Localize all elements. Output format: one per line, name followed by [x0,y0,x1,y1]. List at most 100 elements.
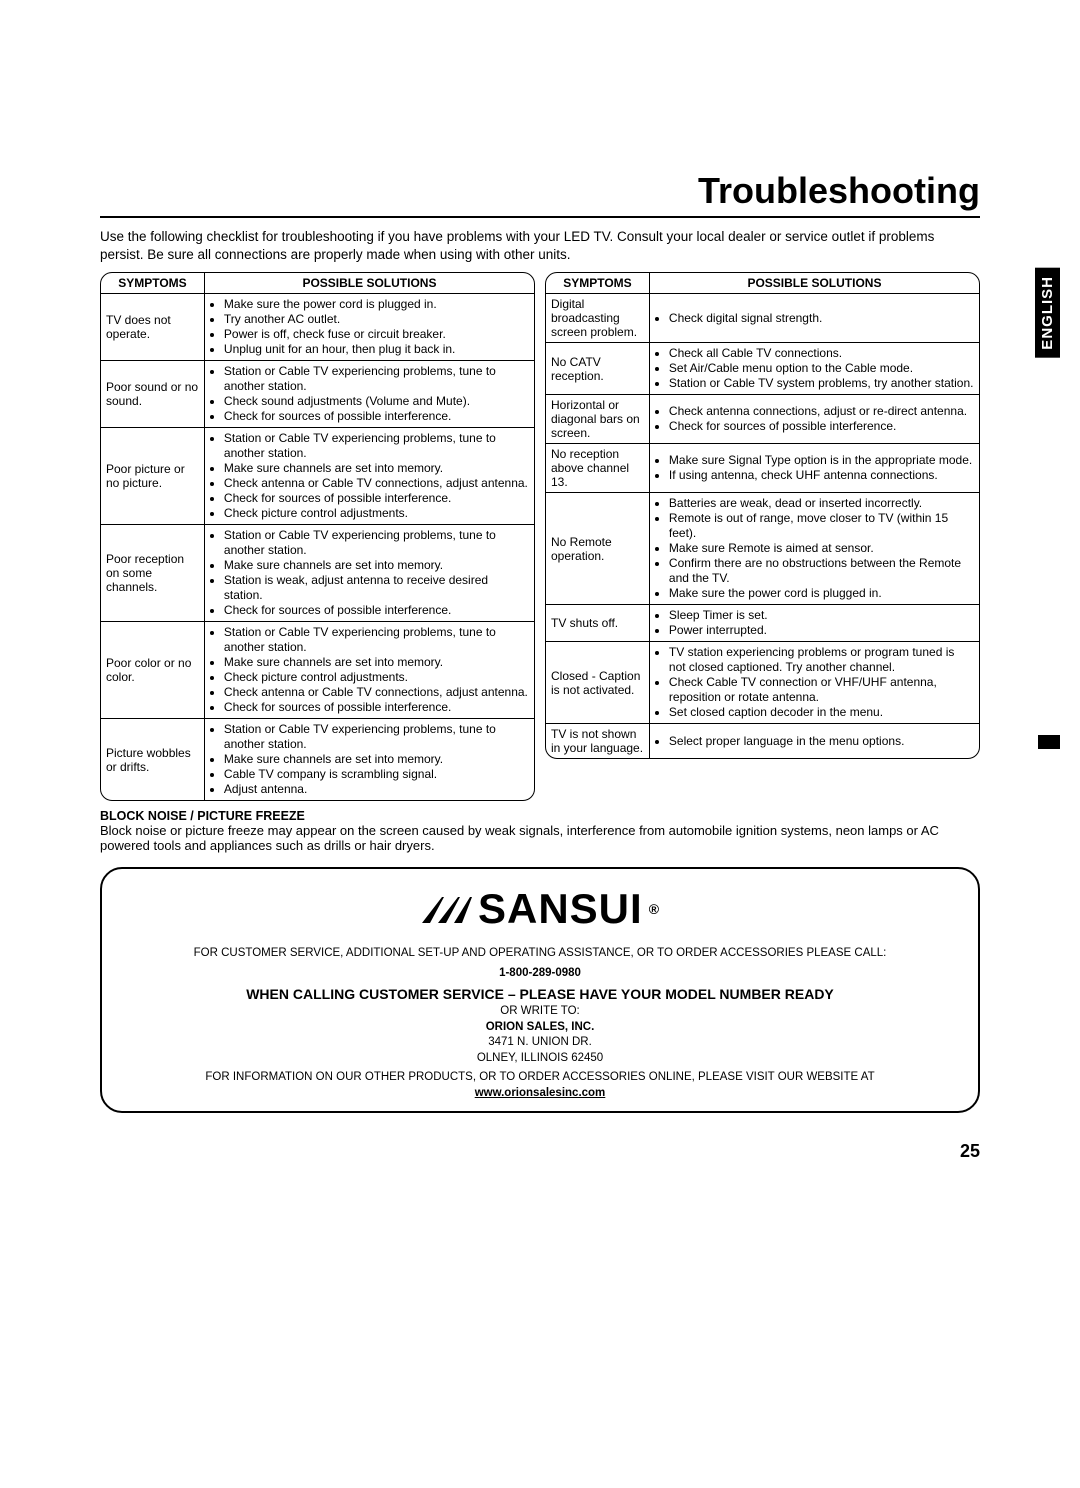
solution-item: Check for sources of possible interferen… [224,700,529,715]
symptom-cell: No reception above channel 13. [546,444,650,493]
solution-item: Make sure Remote is aimed at sensor. [669,541,974,556]
solution-item: Check for sources of possible interferen… [224,603,529,618]
solution-item: TV station experiencing problems or prog… [669,645,974,675]
solutions-cell: Station or Cable TV experiencing problem… [205,428,534,525]
solution-item: Unplug unit for an hour, then plug it ba… [224,342,529,357]
table-row: Horizontal or diagonal bars on screen. Ch… [546,395,979,444]
title-rule [100,216,980,218]
intro-text: Use the following checklist for troubles… [100,228,980,264]
solution-item: Make sure channels are set into memory. [224,752,529,767]
solution-item: Check sound adjustments (Volume and Mute… [224,394,529,409]
solution-item: Make sure channels are set into memory. [224,558,529,573]
symptom-cell: Poor reception on some channels. [101,525,205,622]
service-box: SANSUI® FOR CUSTOMER SERVICE, ADDITIONAL… [100,867,980,1113]
solution-item: Make sure channels are set into memory. [224,461,529,476]
reg-mark: ® [649,900,660,919]
symptom-cell: Horizontal or diagonal bars on screen. [546,395,650,444]
solution-item: Check for sources of possible interferen… [224,409,529,424]
solution-item: Check antenna or Cable TV connections, a… [224,476,529,491]
solution-item: Check for sources of possible interferen… [224,491,529,506]
tables-wrap: SYMPTOMSPOSSIBLE SOLUTIONS TV does not o… [100,272,980,801]
solutions-cell: Station or Cable TV experiencing problem… [205,622,534,719]
solution-item: Remote is out of range, move closer to T… [669,511,974,541]
symptom-cell: Closed - Caption is not activated. [546,642,650,724]
table-row: TV shuts off.Sleep Timer is set.Power in… [546,605,979,642]
model-line: WHEN CALLING CUSTOMER SERVICE – PLEASE H… [118,985,962,1004]
solution-item: Confirm there are no obstructions betwee… [669,556,974,586]
table-row: Digital broadcasting screen problem.Chec… [546,294,979,343]
th-solutions: POSSIBLE SOLUTIONS [650,273,979,294]
solution-item: Check for sources of possible interferen… [669,419,974,434]
table-row: No CATV reception.Check all Cable TV con… [546,343,979,395]
symptom-cell: Picture wobbles or drifts. [101,719,205,800]
company: ORION SALES, INC. [118,1020,962,1036]
solution-item: If using antenna, check UHF antenna conn… [669,468,974,483]
service-line1: FOR CUSTOMER SERVICE, ADDITIONAL SET-UP … [118,946,962,962]
troubleshoot-table-right: SYMPTOMSPOSSIBLE SOLUTIONS Digital broad… [545,272,980,759]
page-title: Troubleshooting [100,170,980,212]
solution-item: Batteries are weak, dead or inserted inc… [669,496,974,511]
table-row: Poor color or no color.Station or Cable … [101,622,534,719]
solution-item: Station or Cable TV experiencing problem… [224,431,529,461]
solution-item: Sleep Timer is set. [669,608,974,623]
solution-item: Check picture control adjustments. [224,506,529,521]
symptom-cell: Digital broadcasting screen problem. [546,294,650,343]
table-row: TV does not operate.Make sure the power … [101,294,534,361]
table-row: Closed - Caption is not activated. TV sta… [546,642,979,724]
solution-item: Set Air/Cable menu option to the Cable m… [669,361,974,376]
block-noise-section: BLOCK NOISE / PICTURE FREEZE Block noise… [100,809,980,853]
solution-item: Power is off, check fuse or circuit brea… [224,327,529,342]
table-row: Poor sound or no sound. Station or Cable … [101,361,534,428]
solution-item: Check Cable TV connection or VHF/UHF ant… [669,675,974,705]
table-row: Poor picture or no picture. Station or Ca… [101,428,534,525]
solution-item: Station or Cable TV system problems, try… [669,376,974,391]
symptom-cell: TV does not operate. [101,294,205,361]
symptom-cell: TV is not shown in your language. [546,724,650,758]
block-noise-text: Block noise or picture freeze may appear… [100,823,980,853]
info-line: FOR INFORMATION ON OUR OTHER PRODUCTS, O… [118,1070,962,1086]
symptom-cell: Poor picture or no picture. [101,428,205,525]
solution-item: Check all Cable TV connections. [669,346,974,361]
solutions-cell: Check antenna connections, adjust or re-… [650,395,979,444]
page-number: 25 [100,1141,980,1162]
solution-item: Check antenna connections, adjust or re-… [669,404,974,419]
solutions-cell: Sleep Timer is set.Power interrupted. [650,605,979,642]
solution-item: Adjust antenna. [224,782,529,797]
solution-item: Check picture control adjustments. [224,670,529,685]
addr1: 3471 N. UNION DR. [118,1035,962,1051]
website: www.orionsalesinc.com [118,1086,962,1102]
solutions-cell: Make sure the power cord is plugged in.T… [205,294,534,361]
solution-item: Select proper language in the menu optio… [669,734,974,749]
symptom-cell: TV shuts off. [546,605,650,642]
table-row: Picture wobbles or drifts. Station or Cab… [101,719,534,800]
table-row: TV is not shown in your language. Select … [546,724,979,758]
solution-item: Station or Cable TV experiencing problem… [224,364,529,394]
solution-item: Cable TV company is scrambling signal. [224,767,529,782]
solutions-cell: Station or Cable TV experiencing problem… [205,361,534,428]
solution-item: Station is weak, adjust antenna to recei… [224,573,529,603]
solution-item: Make sure Signal Type option is in the a… [669,453,974,468]
brand-logo: SANSUI® [420,881,660,938]
table-row: No reception above channel 13. Make sure … [546,444,979,493]
solution-item: Station or Cable TV experiencing problem… [224,625,529,655]
th-symptoms: SYMPTOMS [101,273,205,294]
table-row: Poor reception on some channels. Station … [101,525,534,622]
solution-item: Station or Cable TV experiencing problem… [224,722,529,752]
addr2: OLNEY, ILLINOIS 62450 [118,1051,962,1067]
symptom-cell: Poor sound or no sound. [101,361,205,428]
solution-item: Station or Cable TV experiencing problem… [224,528,529,558]
solution-item: Power interrupted. [669,623,974,638]
symptom-cell: No CATV reception. [546,343,650,395]
solution-item: Make sure the power cord is plugged in. [224,297,529,312]
troubleshoot-table-left: SYMPTOMSPOSSIBLE SOLUTIONS TV does not o… [100,272,535,801]
symptom-cell: No Remote operation. [546,493,650,605]
th-solutions: POSSIBLE SOLUTIONS [205,273,534,294]
table-row: No Remote operation. Batteries are weak, … [546,493,979,605]
solutions-cell: Select proper language in the menu optio… [650,724,979,758]
solutions-cell: Check all Cable TV connections.Set Air/C… [650,343,979,395]
solutions-cell: Station or Cable TV experiencing problem… [205,525,534,622]
th-symptoms: SYMPTOMS [546,273,650,294]
solution-item: Set closed caption decoder in the menu. [669,705,974,720]
block-noise-heading: BLOCK NOISE / PICTURE FREEZE [100,809,980,823]
solutions-cell: Batteries are weak, dead or inserted inc… [650,493,979,605]
